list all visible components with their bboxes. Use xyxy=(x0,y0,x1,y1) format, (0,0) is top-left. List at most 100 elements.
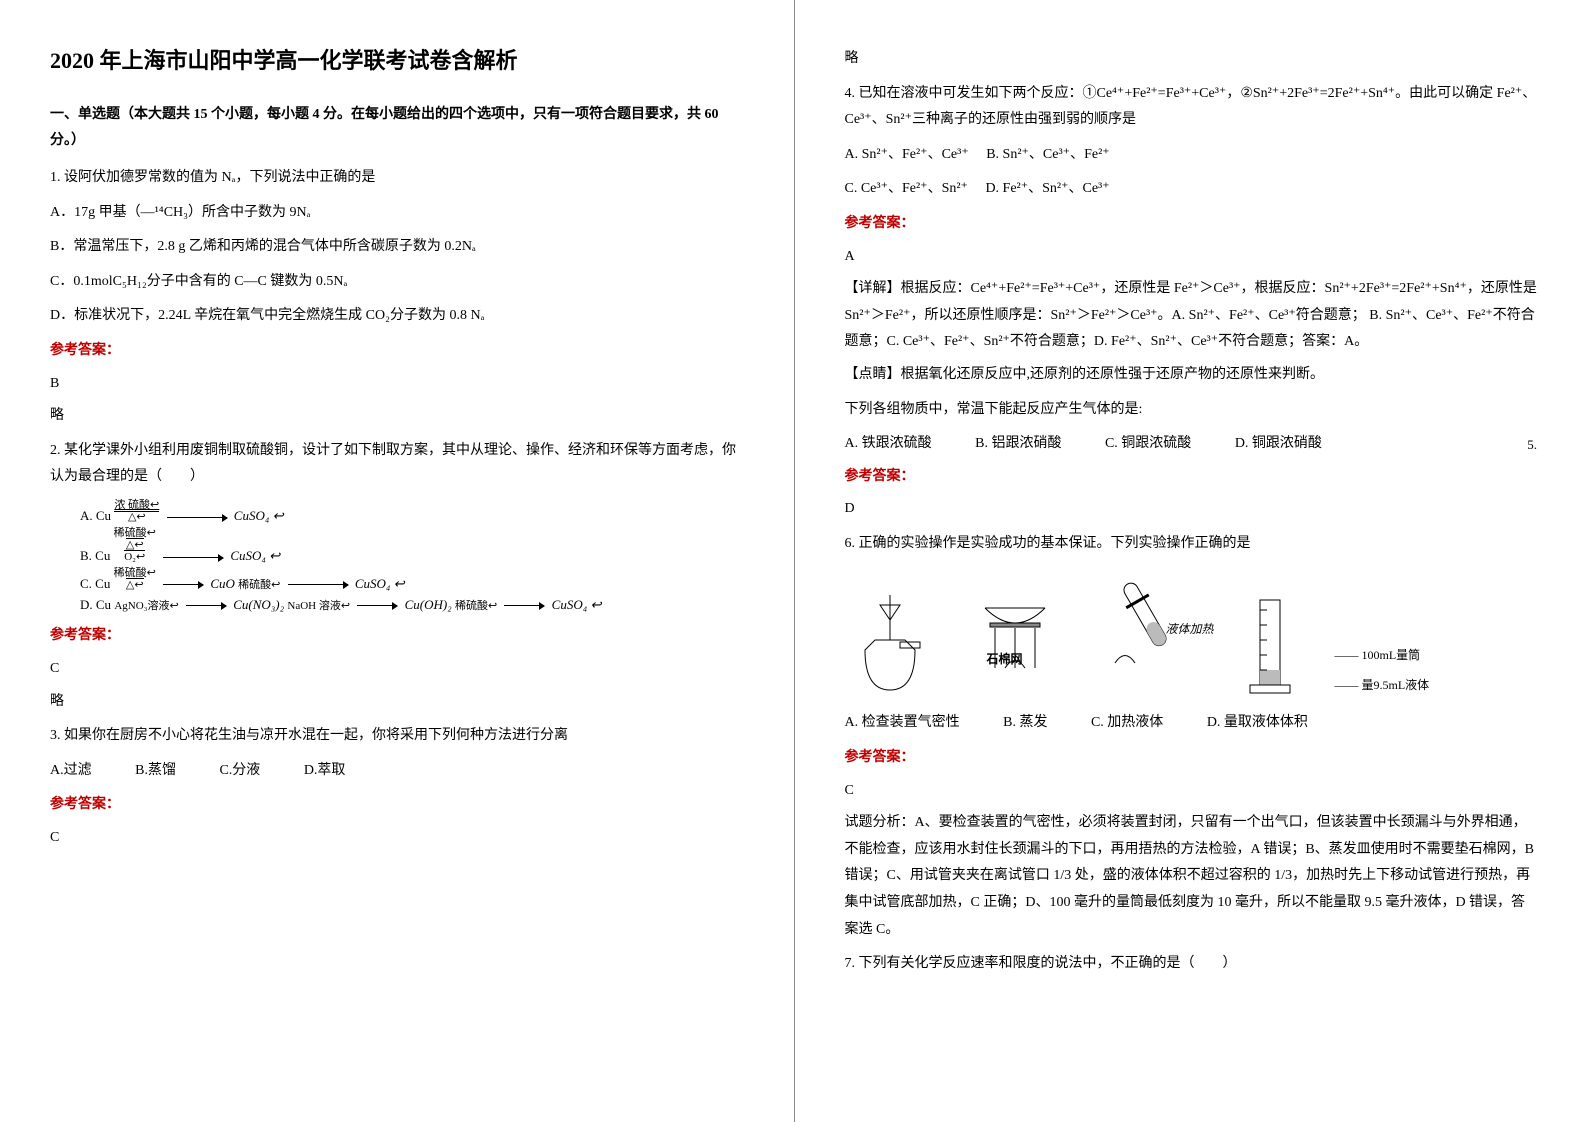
apparatus-b-label: 石棉网 xyxy=(986,648,1022,671)
apparatus-b: 石棉网 xyxy=(965,568,1065,701)
q4-opt-c: C. Ce³⁺、Fe²⁺、Sn²⁺ xyxy=(845,181,968,196)
cylinder-label-1: —— 100mL量筒 xyxy=(1335,640,1430,670)
q3-opt-a: A.过滤 xyxy=(50,758,92,785)
diag-c-mid: CuO xyxy=(210,576,235,591)
cylinder-label-1-text: 100mL量筒 xyxy=(1362,648,1421,662)
q4-detail: 【详解】根据反应：Ce⁴⁺+Fe²⁺=Fe³⁺+Ce³⁺，还原性是 Fe²⁺＞C… xyxy=(845,276,1538,356)
right-column: 略 4. 已知在溶液中可发生如下两个反应：①Ce⁴⁺+Fe²⁺=Fe³⁺+Ce³… xyxy=(794,0,1587,1122)
q1-opt-b: B．常温常压下，2.8 g 乙烯和丙烯的混合气体中所含碳原子数为 0.2Nₐ xyxy=(50,234,744,261)
q3-opt-c: C.分液 xyxy=(219,758,260,785)
q1-ref-label: 参考答案： xyxy=(50,338,744,365)
q6-answer: C xyxy=(845,778,1538,805)
arrow-icon xyxy=(186,605,226,606)
q3-options: A.过滤 B.蒸馏 C.分液 D.萃取 xyxy=(50,758,744,785)
q6-apparatus-row: 石棉网 液体加热 xyxy=(845,568,1538,701)
diag-d-cond1: AgNO₃溶液↩ xyxy=(114,600,178,612)
q5-number: 5. xyxy=(1527,431,1537,458)
q4-ref-label: 参考答案： xyxy=(845,211,1538,238)
flask-funnel-icon xyxy=(845,590,935,700)
q4-opt-b: B. Sn²⁺、Ce³⁺、Fe²⁺ xyxy=(986,147,1109,162)
diag-c-cond2: 稀硫酸↩ xyxy=(238,579,280,591)
q4-opt-d: D. Fe²⁺、Sn²⁺、Ce³⁺ xyxy=(985,181,1109,196)
apparatus-a xyxy=(845,590,935,700)
q2-diagram: A. Cu 浓 硫酸↩ △↩ CuSO₄ ↩ B. Cu 稀硫酸↩ △↩ O₂↩ xyxy=(80,499,744,616)
q6-ref-label: 参考答案： xyxy=(845,745,1538,772)
q2-stem: 2. 某化学课外小组利用废铜制取硫酸铜，设计了如下制取方案，其中从理论、操作、经… xyxy=(50,438,744,491)
exam-title: 2020 年上海市山阳中学高一化学联考试卷含解析 xyxy=(50,40,744,82)
diag-row-c: C. Cu 稀硫酸↩ △↩ CuO 稀硫酸↩ CuSO₄ ↩ xyxy=(80,567,744,595)
diag-a-cond: 浓 硫酸↩ △↩ xyxy=(114,499,159,523)
graduated-cylinder-icon xyxy=(1235,590,1305,700)
q2-answer: C xyxy=(50,656,744,683)
q1-stem: 1. 设阿伏加德罗常数的值为 Nₐ，下列说法中正确的是 xyxy=(50,165,744,192)
diag-c-bot1: △↩ xyxy=(126,578,144,591)
q2-note: 略 xyxy=(50,689,744,716)
right-top-note: 略 xyxy=(845,46,1538,73)
q5-opt-d: D. 铜跟浓硝酸 xyxy=(1235,431,1322,458)
diag-a-top: 浓 硫酸↩ xyxy=(114,499,159,512)
q5-opt-b: B. 铝跟浓硝酸 xyxy=(975,431,1061,458)
q6-options: A. 检查装置气密性 B. 蒸发 C. 加热液体 D. 量取液体体积 xyxy=(845,710,1538,737)
q5-opt-a: A. 铁跟浓硫酸 xyxy=(845,431,932,458)
apparatus-d xyxy=(1235,590,1305,700)
q1-opt-d: D．标准状况下，2.24L 辛烷在氧气中完全燃烧生成 CO₂分子数为 0.8 N… xyxy=(50,303,744,330)
diag-b-cond: 稀硫酸↩ △↩ O₂↩ xyxy=(114,527,156,563)
q4-answer: A xyxy=(845,244,1538,271)
diag-c-top1: 稀硫酸↩ xyxy=(114,567,156,579)
q3-opt-b: B.蒸馏 xyxy=(135,758,176,785)
diag-d-mid1: Cu(NO₃)₂ xyxy=(233,597,284,612)
q5-options-row: A. 铁跟浓硫酸 B. 铝跟浓硝酸 C. 铜跟浓硫酸 D. 铜跟浓硝酸 5. xyxy=(845,431,1538,458)
q5-options: A. 铁跟浓硫酸 B. 铝跟浓硝酸 C. 铜跟浓硫酸 D. 铜跟浓硝酸 xyxy=(845,431,1528,458)
q1-opt-c: C．0.1molC₅H₁₂分子中含有的 C—C 键数为 0.5Nₐ xyxy=(50,269,744,296)
apparatus-d-labels: —— 100mL量筒 —— 量9.5mL液体 xyxy=(1335,640,1430,700)
q2-ref-label: 参考答案： xyxy=(50,623,744,650)
q1-note: 略 xyxy=(50,403,744,430)
diag-a-bot: △↩ xyxy=(128,511,146,523)
diag-d-prod: CuSO₄ ↩ xyxy=(552,597,602,612)
diag-b-label: B. Cu xyxy=(80,548,110,563)
diag-d-cond3: 稀硫酸↩ xyxy=(455,600,497,612)
diag-a-prod: CuSO₄ ↩ xyxy=(234,508,284,523)
q3-opt-d: D.萃取 xyxy=(304,758,346,785)
diag-row-b: B. Cu 稀硫酸↩ △↩ O₂↩ CuSO₄ ↩ xyxy=(80,527,744,567)
q6-stem: 6. 正确的实验操作是实验成功的基本保证。下列实验操作正确的是 xyxy=(845,531,1538,558)
q3-ref-label: 参考答案： xyxy=(50,792,744,819)
diag-d-label: D. Cu xyxy=(80,597,111,612)
cylinder-label-2: —— 量9.5mL液体 xyxy=(1335,670,1430,700)
arrow-icon xyxy=(288,584,348,585)
diag-c-cond1: 稀硫酸↩ △↩ xyxy=(114,567,156,591)
q4-tip: 【点睛】根据氧化还原反应中,还原剂的还原性强于还原产物的还原性来判断。 xyxy=(845,362,1538,389)
diag-c-prod: CuSO₄ ↩ xyxy=(355,576,405,591)
q5-opt-c: C. 铜跟浓硫酸 xyxy=(1105,431,1191,458)
diag-b-top: 稀硫酸↩ xyxy=(114,527,156,539)
diag-row-a: A. Cu 浓 硫酸↩ △↩ CuSO₄ ↩ xyxy=(80,499,744,527)
arrow-icon xyxy=(504,605,544,606)
q3-answer: C xyxy=(50,825,744,852)
diag-c-label: C. Cu xyxy=(80,576,110,591)
q7-stem: 7. 下列有关化学反应速率和限度的说法中，不正确的是（ ） xyxy=(845,951,1538,978)
diag-d-cond2: NaOH 溶液↩ xyxy=(287,600,350,612)
q6-opt-c: C. 加热液体 xyxy=(1091,710,1163,737)
q5-answer: D xyxy=(845,496,1538,523)
section-heading: 一、单选题（本大题共 15 个小题，每小题 4 分。在每小题给出的四个选项中，只… xyxy=(50,102,744,155)
q4-opt-a: A. Sn²⁺、Fe²⁺、Ce³⁺ xyxy=(845,147,969,162)
diag-a-label: A. Cu xyxy=(80,508,111,523)
diag-b-bot-wrap: △↩ O₂↩ xyxy=(124,538,145,563)
q5-stem: 下列各组物质中，常温下能起反应产生气体的是: xyxy=(845,397,1538,424)
q5-ref-label: 参考答案： xyxy=(845,464,1538,491)
q4-stem: 4. 已知在溶液中可发生如下两个反应：①Ce⁴⁺+Fe²⁺=Fe³⁺+Ce³⁺，… xyxy=(845,81,1538,134)
arrow-icon xyxy=(167,517,227,518)
q4-opts-row1: A. Sn²⁺、Fe²⁺、Ce³⁺ B. Sn²⁺、Ce³⁺、Fe²⁺ xyxy=(845,142,1538,169)
apparatus-c-label: 液体加热 xyxy=(1165,618,1213,641)
diag-d-mid2: Cu(OH)₂ xyxy=(405,597,452,612)
cylinder-label-2-text: 量9.5mL液体 xyxy=(1362,678,1430,692)
apparatus-c: 液体加热 xyxy=(1095,568,1205,701)
left-column: 2020 年上海市山阳中学高一化学联考试卷含解析 一、单选题（本大题共 15 个… xyxy=(0,0,794,1122)
q6-opt-a: A. 检查装置气密性 xyxy=(845,710,960,737)
q1-opt-a: A．17g 甲基（—¹⁴CH₃）所含中子数为 9Nₐ xyxy=(50,200,744,227)
diag-b-bot1: △↩ xyxy=(126,539,144,551)
q4-opts-row2: C. Ce³⁺、Fe²⁺、Sn²⁺ D. Fe²⁺、Sn²⁺、Ce³⁺ xyxy=(845,176,1538,203)
diag-b-prod: CuSO₄ ↩ xyxy=(230,548,280,563)
page: 2020 年上海市山阳中学高一化学联考试卷含解析 一、单选题（本大题共 15 个… xyxy=(0,0,1587,1122)
arrow-icon xyxy=(163,557,223,558)
